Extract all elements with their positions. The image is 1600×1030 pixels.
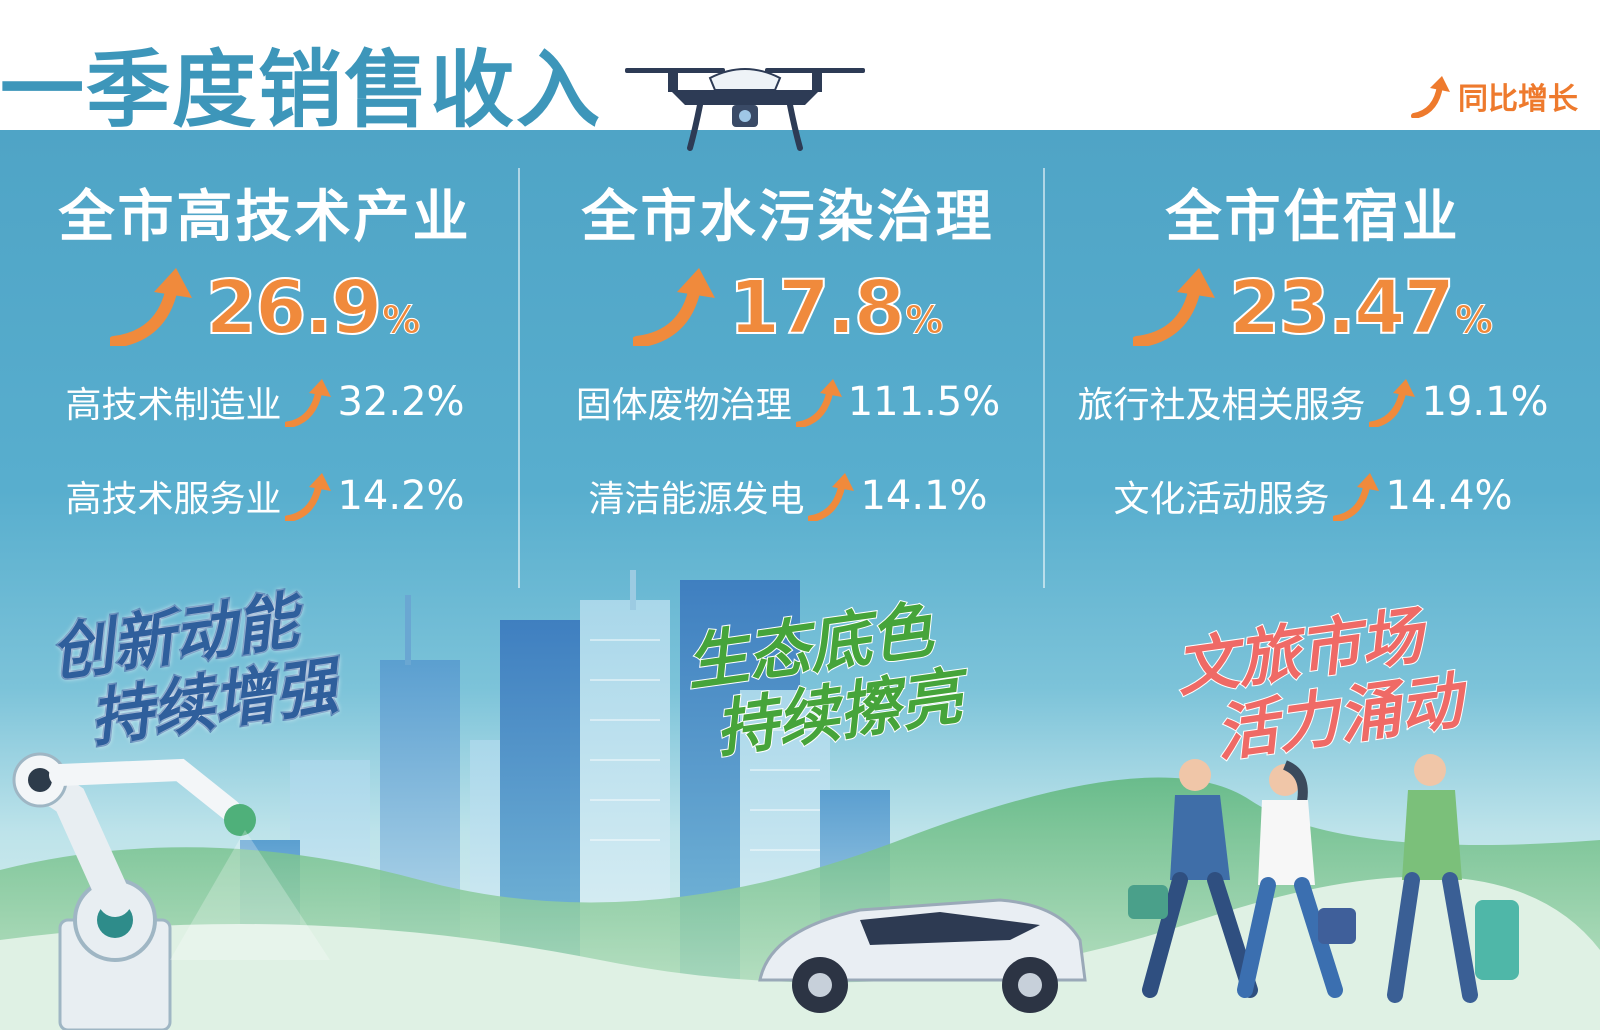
- column-title: 全市住宿业: [1165, 185, 1461, 250]
- growth-arrow-icon: [285, 379, 332, 427]
- sub-item-value: 111.5%: [847, 379, 1001, 425]
- main-growth-value: 17.8: [728, 265, 907, 351]
- growth-arrow-icon: [109, 268, 192, 346]
- growth-arrow-icon: [285, 473, 332, 521]
- sub-item-label: 文化活动服务: [1113, 479, 1330, 520]
- column-high-tech: 全市高技术产业 26.9 % 高技术制造业 32.2% 高技术服务业 14.2%: [0, 178, 530, 526]
- main-growth-unit: %: [382, 298, 421, 343]
- growth-arrow-icon: [632, 268, 715, 346]
- main-growth: 23.47 %: [1048, 265, 1578, 351]
- city-scene-illustration: [0, 570, 1600, 1030]
- growth-arrow-icon: [1333, 473, 1380, 521]
- main-growth-unit: %: [1454, 298, 1494, 343]
- sub-item-value: 14.4%: [1385, 473, 1513, 519]
- column-accommodation: 全市住宿业 23.47 % 旅行社及相关服务 19.1% 文化活动服务 14.4…: [1048, 178, 1578, 526]
- column-divider: [1043, 168, 1045, 588]
- growth-arrow-icon: [808, 473, 855, 521]
- travelers-icon: [1128, 754, 1519, 1003]
- robot-arm-icon: [12, 752, 330, 1030]
- growth-arrow-icon: [1369, 379, 1416, 427]
- sub-item-value: 14.1%: [860, 473, 988, 519]
- sub-item-label: 高技术制造业: [65, 385, 282, 426]
- page-title: 一季度销售收入: [0, 41, 603, 139]
- legend: 同比增长: [1410, 74, 1578, 118]
- sub-item-label: 固体废物治理: [575, 385, 792, 426]
- main-growth: 17.8 %: [523, 265, 1053, 351]
- sub-item-value: 32.2%: [337, 379, 465, 425]
- sub-item-value: 14.2%: [337, 473, 465, 519]
- sub-item: 旅行社及相关服务 19.1%: [1048, 372, 1578, 432]
- main-growth: 26.9 %: [0, 265, 530, 351]
- column-water-pollution: 全市水污染治理 17.8 % 固体废物治理 111.5% 清洁能源发电 14.1…: [523, 178, 1053, 526]
- growth-arrow-icon: [795, 379, 842, 427]
- main-growth-unit: %: [905, 298, 944, 343]
- main-growth-value: 23.47: [1228, 265, 1456, 351]
- sub-item-label: 高技术服务业: [65, 479, 282, 520]
- sub-item: 高技术服务业 14.2%: [0, 466, 530, 526]
- sub-item: 高技术制造业 32.2%: [0, 372, 530, 432]
- sub-item-label: 旅行社及相关服务: [1077, 385, 1366, 426]
- sub-item: 固体废物治理 111.5%: [523, 372, 1053, 432]
- sub-item-label: 清洁能源发电: [588, 479, 805, 520]
- column-title: 全市水污染治理: [581, 185, 995, 250]
- sub-item-value: 19.1%: [1421, 379, 1549, 425]
- column-divider: [518, 168, 520, 588]
- main-growth-value: 26.9: [205, 265, 384, 351]
- sub-item: 清洁能源发电 14.1%: [523, 466, 1053, 526]
- car-icon: [758, 898, 1087, 1013]
- legend-label: 同比增长: [1458, 82, 1578, 117]
- column-title: 全市高技术产业: [58, 185, 472, 250]
- drone-icon: [625, 68, 865, 151]
- growth-arrow-icon: [1132, 268, 1215, 346]
- sub-item: 文化活动服务 14.4%: [1048, 466, 1578, 526]
- orange-up-arrow-icon: [1411, 76, 1450, 118]
